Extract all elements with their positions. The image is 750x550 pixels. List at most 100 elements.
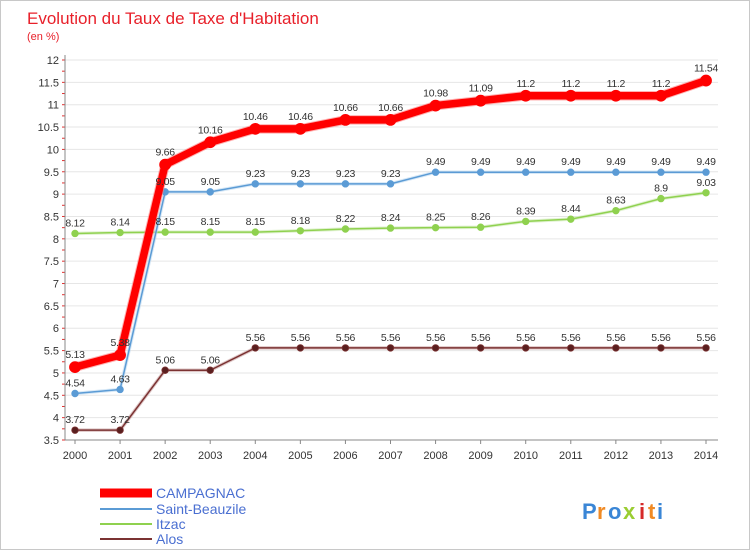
x-tick-label: 2001 xyxy=(108,450,132,462)
y-tick-label: 3.5 xyxy=(44,435,59,447)
data-label: 5.56 xyxy=(426,332,446,344)
data-label: 8.44 xyxy=(561,203,581,215)
x-tick-label: 2013 xyxy=(649,450,673,462)
data-point xyxy=(431,344,440,352)
brand-letter: x xyxy=(623,499,636,524)
data-point xyxy=(341,225,350,233)
data-point xyxy=(519,89,532,102)
data-label: 4.63 xyxy=(110,373,130,385)
x-tick-label: 2009 xyxy=(468,450,492,462)
data-label: 4.54 xyxy=(65,378,85,390)
data-point xyxy=(341,180,350,188)
brand-letter: r xyxy=(597,499,606,524)
data-point xyxy=(567,168,575,176)
data-point xyxy=(522,168,530,176)
data-point xyxy=(69,361,81,374)
data-label: 5.56 xyxy=(336,332,356,344)
data-point xyxy=(296,227,305,235)
data-point xyxy=(476,344,485,352)
x-tick-label: 2008 xyxy=(423,450,447,462)
data-point xyxy=(384,114,397,126)
data-point xyxy=(251,180,259,188)
data-label: 10.98 xyxy=(423,88,448,100)
data-point xyxy=(339,114,352,126)
data-label: 8.25 xyxy=(426,212,446,224)
x-tick-labels: 2000 2001 2002 2003 2004 2005 2006 2007 2008 2009… xyxy=(63,450,718,462)
y-tick-label: 12 xyxy=(47,55,59,67)
data-point xyxy=(386,180,395,188)
data-label: 5.56 xyxy=(561,332,581,344)
y-tick-label: 9 xyxy=(53,189,59,201)
y-tick-label: 10.5 xyxy=(38,122,59,134)
brand-letter: o xyxy=(608,499,621,524)
data-label: 8.24 xyxy=(381,212,401,224)
brand-letter: t xyxy=(648,499,656,524)
data-point xyxy=(474,94,487,107)
data-point xyxy=(249,122,262,135)
data-label: 9.49 xyxy=(651,156,671,168)
data-label: 5.56 xyxy=(471,332,491,344)
data-label: 8.26 xyxy=(471,211,491,223)
x-tick-label: 2004 xyxy=(243,450,267,462)
data-point xyxy=(161,366,169,374)
data-label: 5.56 xyxy=(606,332,626,344)
data-point xyxy=(702,344,710,352)
data-label: 9.49 xyxy=(561,156,581,168)
data-point xyxy=(71,389,79,398)
data-point xyxy=(429,99,442,112)
brand-letter: i xyxy=(657,499,663,524)
data-point xyxy=(431,168,440,176)
data-point xyxy=(655,89,667,102)
data-point xyxy=(114,349,126,361)
y-tick-label: 5 xyxy=(53,368,59,380)
chart-subtitle: (en %) xyxy=(27,31,59,43)
data-label: 8.15 xyxy=(156,216,176,228)
data-point xyxy=(116,228,124,237)
data-point xyxy=(431,223,440,232)
x-tick-label: 2014 xyxy=(694,450,718,462)
data-point xyxy=(609,89,622,102)
data-label: 8.39 xyxy=(516,205,536,217)
data-label: 5.56 xyxy=(516,332,536,344)
brand-letter: i xyxy=(639,499,645,524)
x-tick-label: 2002 xyxy=(153,450,177,462)
data-point xyxy=(206,228,214,236)
data-label: 3.72 xyxy=(65,414,85,426)
legend-label: Alos xyxy=(156,531,183,547)
data-label: 10.16 xyxy=(198,124,223,136)
data-label: 8.22 xyxy=(336,213,356,225)
data-label: 9.23 xyxy=(246,168,266,180)
data-point xyxy=(657,344,665,352)
data-labels: 5.13 5.38 9.66 10.16 10.46 10.46 10.66 10.66 10.… xyxy=(65,63,718,427)
data-label: 9.23 xyxy=(381,168,401,180)
data-label: 9.05 xyxy=(201,176,221,188)
data-label: 10.46 xyxy=(243,111,268,123)
data-label: 8.15 xyxy=(201,216,221,228)
data-label: 11.09 xyxy=(469,83,493,95)
data-label: 9.23 xyxy=(291,168,311,180)
x-tick-label: 2011 xyxy=(559,450,583,462)
data-label: 10.66 xyxy=(378,102,403,114)
x-tick-label: 2000 xyxy=(63,450,87,462)
data-label: 8.9 xyxy=(654,183,668,195)
data-label: 11.54 xyxy=(694,63,718,75)
data-label: 9.49 xyxy=(471,156,491,168)
data-point xyxy=(567,215,575,223)
data-point xyxy=(657,194,665,203)
data-point xyxy=(296,344,305,352)
x-tick-label: 2005 xyxy=(288,450,312,462)
x-tick-label: 2003 xyxy=(198,450,222,462)
data-label: 5.56 xyxy=(651,332,671,344)
data-label: 9.49 xyxy=(516,156,536,168)
data-label: 5.06 xyxy=(201,354,221,366)
data-label: 10.66 xyxy=(333,102,358,114)
data-label: 5.06 xyxy=(156,354,176,366)
x-tick-label: 2010 xyxy=(513,450,537,462)
data-point xyxy=(341,344,350,352)
data-label: 9.03 xyxy=(696,177,716,189)
data-label: 8.18 xyxy=(291,215,311,227)
data-point xyxy=(204,136,217,149)
axes xyxy=(62,55,718,444)
x-tick-label: 2006 xyxy=(333,450,357,462)
